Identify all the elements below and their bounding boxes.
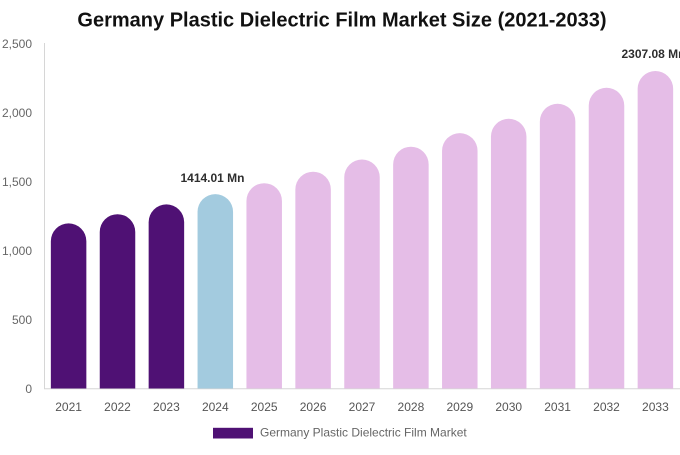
svg-text:2024: 2024 <box>202 400 229 414</box>
svg-text:1,500: 1,500 <box>2 175 32 189</box>
svg-text:0: 0 <box>25 382 32 396</box>
svg-text:2022: 2022 <box>104 400 131 414</box>
svg-text:2033: 2033 <box>642 400 669 414</box>
svg-text:2307.08 Mn: 2307.08 Mn <box>621 47 680 61</box>
svg-text:2029: 2029 <box>446 400 473 414</box>
svg-text:2027: 2027 <box>349 400 376 414</box>
svg-text:2028: 2028 <box>398 400 425 414</box>
svg-text:2023: 2023 <box>153 400 180 414</box>
svg-text:2030: 2030 <box>495 400 522 414</box>
svg-text:2,500: 2,500 <box>2 37 32 51</box>
svg-text:2021: 2021 <box>55 400 82 414</box>
svg-text:2032: 2032 <box>593 400 620 414</box>
svg-text:2026: 2026 <box>300 400 327 414</box>
svg-text:2,000: 2,000 <box>2 106 32 120</box>
svg-text:1,000: 1,000 <box>2 244 32 258</box>
svg-text:2025: 2025 <box>251 400 278 414</box>
svg-text:1414.01 Mn: 1414.01 Mn <box>180 171 244 185</box>
svg-text:2031: 2031 <box>544 400 571 414</box>
svg-text:Germany Plastic Dielectric Fil: Germany Plastic Dielectric Film Market <box>260 426 467 440</box>
svg-text:Germany Plastic Dielectric Fil: Germany Plastic Dielectric Film Market S… <box>77 10 606 32</box>
svg-text:500: 500 <box>12 313 32 327</box>
